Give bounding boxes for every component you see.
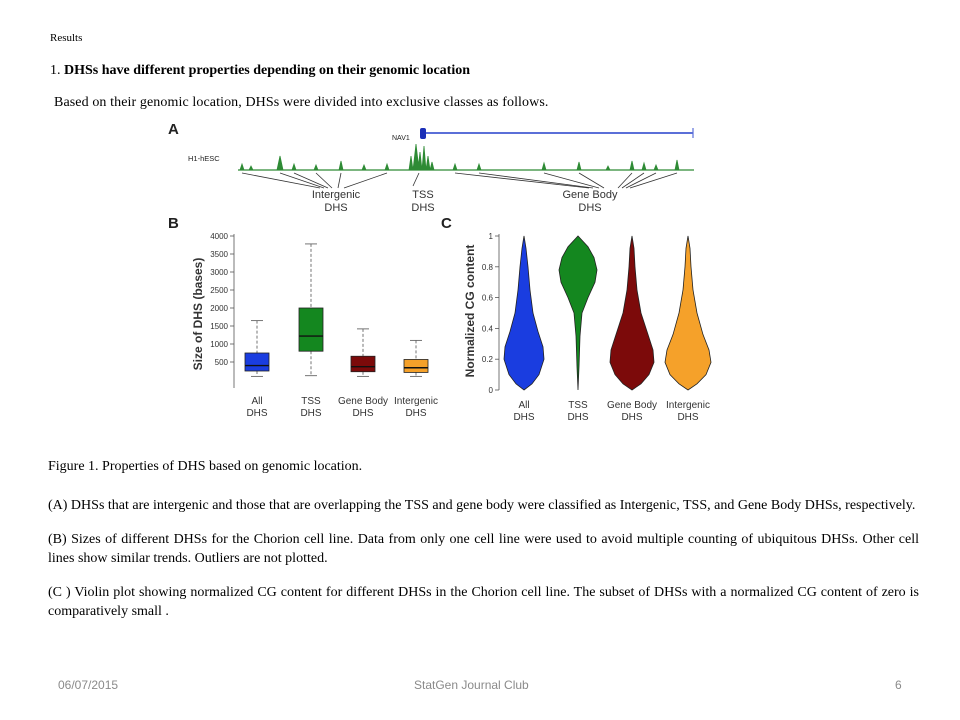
genebody-label-line1: Gene Body bbox=[562, 189, 618, 201]
panel-c-tick-label: 0 bbox=[489, 386, 494, 395]
signal-peaks bbox=[238, 143, 694, 171]
intergenic-label-line1: Intergenic bbox=[312, 189, 361, 201]
panel-c: C Normalized CG content 0 0.2 0.4 0.6 0.8 1 A… bbox=[441, 215, 712, 423]
box-tss-dhs bbox=[298, 243, 324, 377]
panel-c-category-label: Intergenic bbox=[666, 400, 710, 411]
figure-caption-title: Figure 1. Properties of DHS based on gen… bbox=[48, 459, 363, 474]
annotation-arrows bbox=[241, 172, 678, 189]
panel-c-tick-label: 1 bbox=[489, 232, 494, 241]
tss-label-line1: TSS bbox=[412, 189, 433, 201]
violin-gene-body-dhs bbox=[609, 235, 655, 391]
panel-b-tick-label: 2000 bbox=[210, 304, 228, 313]
panel-c-letter: C bbox=[441, 215, 452, 232]
panel-c-tick-label: 0.2 bbox=[482, 355, 494, 364]
footer-date: 06/07/2015 bbox=[58, 678, 119, 692]
section-label: Results bbox=[50, 32, 83, 44]
panel-b-tick-label: 1500 bbox=[210, 322, 228, 331]
box-all-dhs bbox=[244, 320, 270, 377]
figure-captions: Figure 1. Properties of DHS based on gen… bbox=[48, 457, 919, 636]
panel-b-boxes bbox=[244, 243, 429, 377]
panel-b-tick-label: 1000 bbox=[210, 340, 228, 349]
intergenic-label-line2: DHS bbox=[324, 202, 347, 214]
box-body bbox=[403, 359, 429, 373]
violin-tss-dhs bbox=[558, 235, 598, 391]
violin-intergenic-dhs bbox=[664, 235, 712, 391]
panel-b-ylabel: Size of DHS (bases) bbox=[191, 258, 205, 371]
panel-c-category-label: All bbox=[518, 400, 529, 411]
panel-b-tick-label: 4000 bbox=[210, 232, 228, 241]
panel-a: A NAV1 H1-hESC Intergenic D bbox=[168, 121, 694, 214]
box-body bbox=[350, 355, 376, 373]
panel-b-category-label: Intergenic bbox=[394, 396, 438, 407]
panel-b: B Size of DHS (bases) 500 1000 1500 2000 250… bbox=[168, 215, 438, 419]
heading-number: 1. bbox=[50, 63, 61, 78]
panel-c-ylabel: Normalized CG content bbox=[463, 245, 477, 378]
panel-c-category-label: DHS bbox=[567, 412, 588, 423]
figure-caption-a: (A) DHSs that are intergenic and those t… bbox=[48, 498, 916, 513]
panel-c-category-label: DHS bbox=[621, 412, 642, 423]
figure-caption-b: (B) Sizes of different DHSs for the Chor… bbox=[48, 532, 919, 566]
panel-c-tick-label: 0.4 bbox=[482, 324, 494, 333]
box-body bbox=[244, 352, 270, 372]
gene-model bbox=[420, 128, 694, 139]
panel-b-letter: B bbox=[168, 215, 179, 232]
panel-c-category-label: Gene Body bbox=[607, 400, 657, 411]
panel-b-ticks: 500 1000 1500 2000 2500 3000 3500 4000 bbox=[210, 232, 234, 367]
tss-label-line2: DHS bbox=[411, 202, 434, 214]
track-label: H1-hESC bbox=[188, 154, 220, 163]
footer-title: StatGen Journal Club bbox=[414, 678, 529, 692]
panel-c-category-label: DHS bbox=[513, 412, 534, 423]
panel-c-tick-label: 0.8 bbox=[482, 263, 494, 272]
panel-b-category-label: Gene Body bbox=[338, 396, 388, 407]
box-body bbox=[298, 307, 324, 352]
genebody-label-line2: DHS bbox=[578, 202, 601, 214]
panel-c-category-label: DHS bbox=[677, 412, 698, 423]
panel-c-tick-label: 0.6 bbox=[482, 294, 494, 303]
box-gene-body-dhs bbox=[350, 328, 376, 377]
figure-1: A NAV1 H1-hESC Intergenic D bbox=[166, 118, 721, 424]
panel-c-category-label: TSS bbox=[568, 400, 588, 411]
violin-all-dhs bbox=[503, 235, 545, 391]
box-intergenic-dhs bbox=[403, 339, 429, 377]
panel-b-category-label: DHS bbox=[300, 408, 321, 419]
gene-tss-marker bbox=[420, 128, 426, 139]
section-heading: 1. DHSs have different properties depend… bbox=[50, 63, 470, 79]
panel-b-tick-label: 500 bbox=[215, 358, 229, 367]
panel-b-category-label: TSS bbox=[301, 396, 321, 407]
heading-text: s have different properties depending on… bbox=[92, 63, 471, 78]
panel-b-category-label: DHS bbox=[405, 408, 426, 419]
panel-c-violins bbox=[503, 235, 712, 391]
panel-b-category-label: DHS bbox=[246, 408, 267, 419]
figure-caption-c: (C ) Violin plot showing normalized CG c… bbox=[48, 585, 919, 619]
panel-c-ticks: 0 0.2 0.4 0.6 0.8 1 bbox=[482, 232, 499, 395]
panel-b-category-label: All bbox=[251, 396, 262, 407]
footer-page-number: 6 bbox=[895, 678, 902, 692]
intro-paragraph: Based on their genomic location, DHSs we… bbox=[54, 95, 549, 110]
panel-a-letter: A bbox=[168, 121, 179, 138]
panel-b-category-label: DHS bbox=[352, 408, 373, 419]
gene-label: NAV1 bbox=[392, 135, 410, 142]
panel-b-tick-label: 3000 bbox=[210, 268, 228, 277]
heading-acronym: DHS bbox=[64, 63, 93, 78]
panel-b-tick-label: 2500 bbox=[210, 286, 228, 295]
panel-b-tick-label: 3500 bbox=[210, 250, 228, 259]
